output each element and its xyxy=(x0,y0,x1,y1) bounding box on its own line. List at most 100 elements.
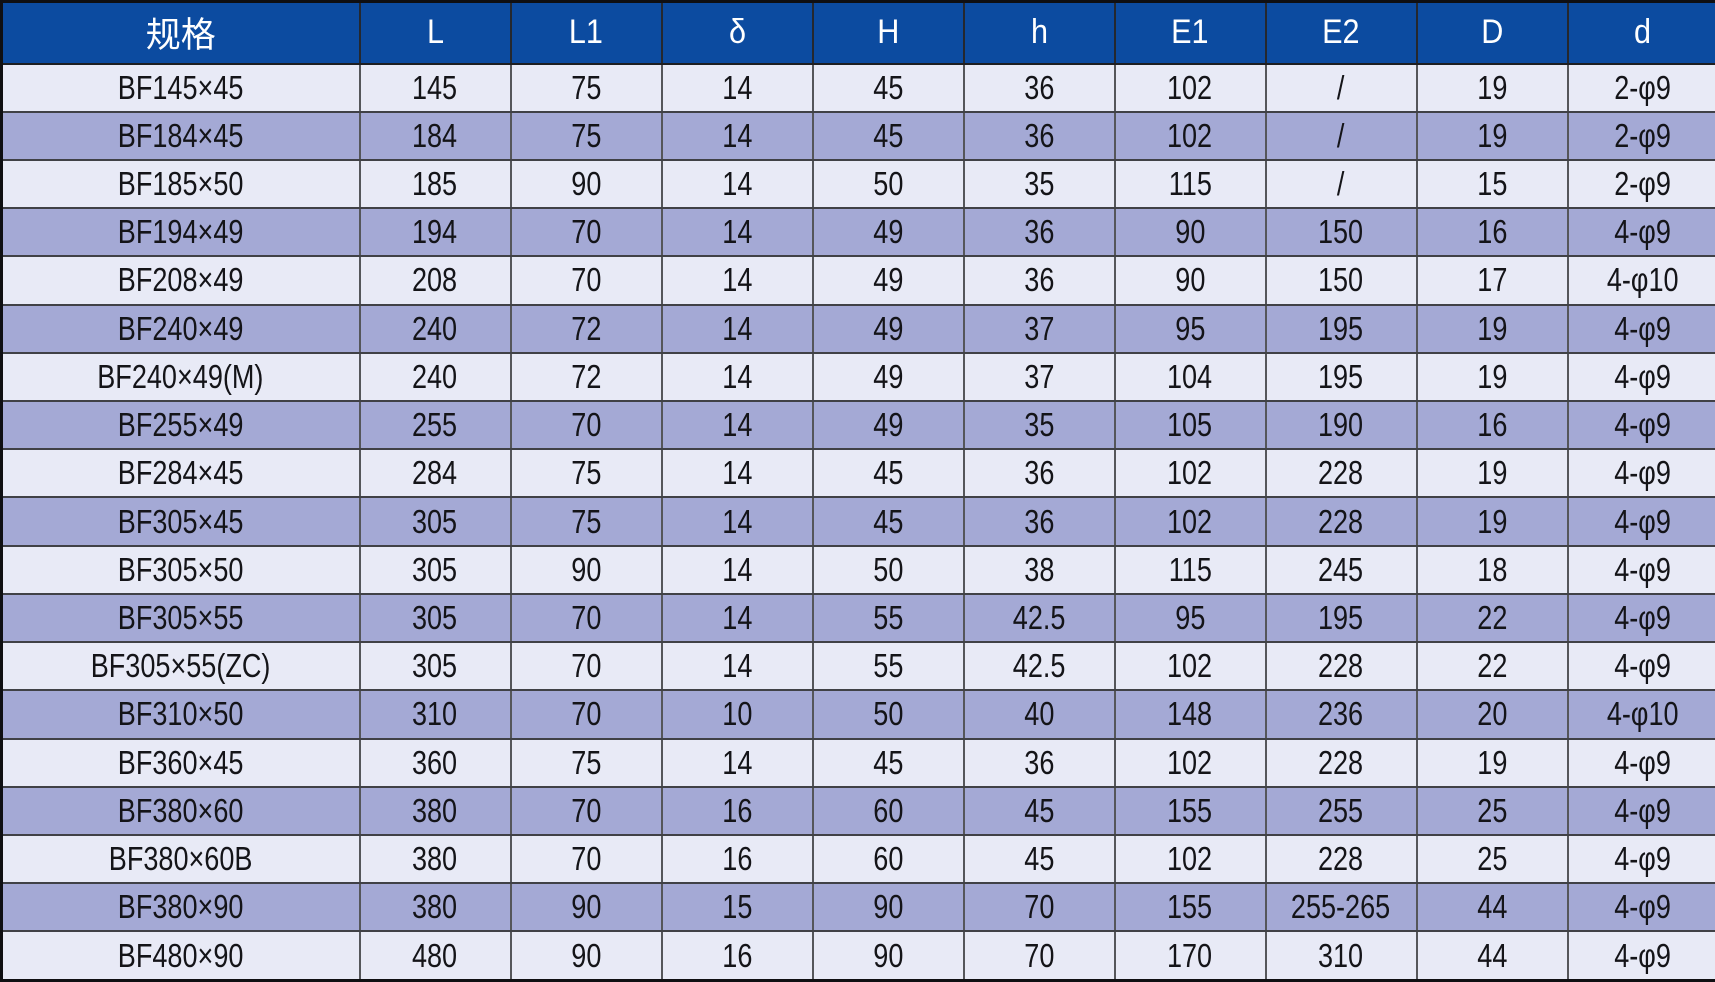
table-cell: 305 xyxy=(358,592,512,644)
column-header-9: d xyxy=(1566,1,1715,65)
column-header-label: L xyxy=(426,13,444,52)
table-cell-value: 37 xyxy=(1023,309,1055,347)
table-cell: 50 xyxy=(811,544,965,595)
table-cell: 102 xyxy=(1113,62,1267,113)
table-cell-value: 72 xyxy=(570,309,602,347)
table-cell: 45 xyxy=(811,448,965,499)
table-cell-value: 90 xyxy=(570,936,602,974)
table-cell-value: 4-φ9 xyxy=(1614,550,1672,588)
table-cell-value: 255-265 xyxy=(1291,888,1391,926)
table-cell-value: BF185×50 xyxy=(117,165,244,203)
table-cell-value: 16 xyxy=(721,791,753,829)
table-cell: 4-φ9 xyxy=(1566,882,1715,933)
table-cell-value: 102 xyxy=(1167,743,1213,781)
table-row: BF305×50 305 90 14 50 38 115 245 18 4-φ9 xyxy=(0,544,1715,595)
table-cell: 195 xyxy=(1264,303,1418,354)
table-cell: / xyxy=(1264,158,1418,210)
table-cell: 70 xyxy=(962,930,1116,982)
table-cell: 70 xyxy=(509,592,663,644)
table-cell: BF194×49 xyxy=(0,207,361,258)
table-cell-value: 4-φ9 xyxy=(1614,309,1672,347)
table-cell: BF305×55(ZC) xyxy=(0,641,361,692)
table-cell: 240 xyxy=(358,303,512,354)
table-cell-value: BF480×90 xyxy=(117,936,244,974)
table-cell: 60 xyxy=(811,833,965,885)
table-cell-value: BF305×55 xyxy=(117,599,244,637)
table-cell: 236 xyxy=(1264,689,1418,740)
table-cell-value: 102 xyxy=(1167,502,1213,540)
table-cell: 284 xyxy=(358,448,512,499)
table-cell-value: 305 xyxy=(412,550,458,588)
spec-table-header: 规格 L L1 δ H h E1 E2 D d xyxy=(0,1,1715,65)
table-cell: 90 xyxy=(509,882,663,933)
table-cell: 36 xyxy=(962,448,1116,499)
table-cell-value: 35 xyxy=(1023,165,1055,203)
table-cell: BF184×45 xyxy=(0,110,361,161)
table-cell-value: 102 xyxy=(1167,116,1213,154)
table-cell: 42.5 xyxy=(962,592,1116,644)
table-cell: 75 xyxy=(509,448,663,499)
table-cell: BF380×60B xyxy=(0,833,361,885)
table-cell-value: 194 xyxy=(412,213,458,251)
table-cell-value: 305 xyxy=(412,647,458,685)
table-cell-value: 185 xyxy=(412,165,458,203)
table-row: BF284×45 284 75 14 45 36 102 228 19 4-φ9 xyxy=(0,448,1715,499)
table-cell-value: 49 xyxy=(872,357,904,395)
table-cell-value: 4-φ9 xyxy=(1614,840,1672,878)
table-cell: 19 xyxy=(1415,110,1569,161)
table-cell: 40 xyxy=(962,689,1116,740)
table-cell-value: 22 xyxy=(1476,599,1508,637)
table-cell: 70 xyxy=(509,400,663,451)
table-cell-value: 36 xyxy=(1023,261,1055,299)
table-cell: 380 xyxy=(358,833,512,885)
table-cell: 16 xyxy=(660,930,814,982)
table-cell-value: 228 xyxy=(1318,743,1364,781)
table-cell: 14 xyxy=(660,544,814,595)
table-cell: BF480×90 xyxy=(0,930,361,982)
table-cell-value: 20 xyxy=(1476,695,1508,733)
table-cell: 19 xyxy=(1415,303,1569,354)
table-cell: 380 xyxy=(358,882,512,933)
table-cell: 4-φ9 xyxy=(1566,400,1715,451)
table-cell: 49 xyxy=(811,255,965,306)
table-cell-value: 45 xyxy=(872,68,904,106)
table-cell-value: 37 xyxy=(1023,357,1055,395)
table-cell: 90 xyxy=(1113,207,1267,258)
table-cell-value: 49 xyxy=(872,261,904,299)
table-cell-value: 255 xyxy=(412,406,458,444)
table-cell: 45 xyxy=(811,110,965,161)
table-cell-value: 14 xyxy=(721,357,753,395)
table-cell: BF305×50 xyxy=(0,544,361,595)
table-cell-value: 36 xyxy=(1023,454,1055,492)
table-cell: 255 xyxy=(358,400,512,451)
table-cell: 4-φ9 xyxy=(1566,448,1715,499)
table-cell-value: 19 xyxy=(1476,502,1508,540)
table-cell-value: 90 xyxy=(570,888,602,926)
table-cell-value: 36 xyxy=(1023,68,1055,106)
table-row: BF185×50 185 90 14 50 35 115 / 15 2-φ9 xyxy=(0,158,1715,210)
table-cell: BF310×50 xyxy=(0,689,361,740)
table-cell-value: 284 xyxy=(412,454,458,492)
table-cell-value: 228 xyxy=(1318,647,1364,685)
table-cell: 4-φ9 xyxy=(1566,351,1715,403)
table-cell: 19 xyxy=(1415,448,1569,499)
table-cell: 4-φ9 xyxy=(1566,303,1715,354)
table-cell-value: 228 xyxy=(1318,840,1364,878)
table-cell-value: 380 xyxy=(412,840,458,878)
table-cell: 70 xyxy=(509,689,663,740)
table-cell-value: BF240×49 xyxy=(117,309,244,347)
table-cell-value: 44 xyxy=(1476,936,1508,974)
table-cell: 102 xyxy=(1113,110,1267,161)
table-row: BF305×45 305 75 14 45 36 102 228 19 4-φ9 xyxy=(0,496,1715,547)
column-header-8: D xyxy=(1415,1,1569,65)
column-header-0: 规格 xyxy=(0,1,361,65)
table-cell-value: 14 xyxy=(721,743,753,781)
table-cell-value: BF240×49(M) xyxy=(97,357,264,395)
column-header-label: h xyxy=(1030,13,1048,52)
table-cell: BF255×49 xyxy=(0,400,361,451)
table-cell: BF305×45 xyxy=(0,496,361,547)
table-cell: BF240×49 xyxy=(0,303,361,354)
table-cell: 310 xyxy=(1264,930,1418,982)
table-cell: 155 xyxy=(1113,882,1267,933)
table-cell: 150 xyxy=(1264,207,1418,258)
